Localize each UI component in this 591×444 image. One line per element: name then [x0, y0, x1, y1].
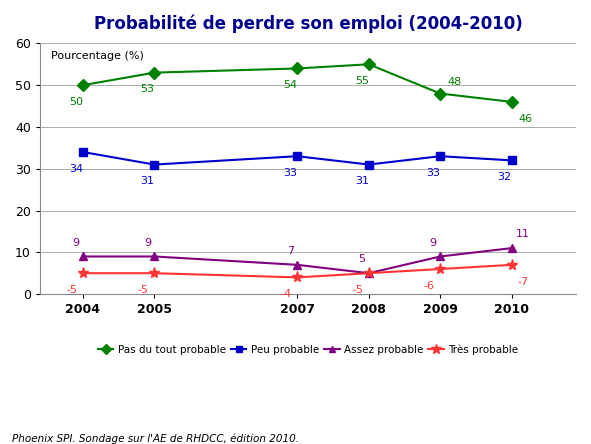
Text: 33: 33	[283, 168, 297, 178]
Text: 33: 33	[426, 168, 440, 178]
Text: 9: 9	[144, 238, 151, 248]
Text: 11: 11	[516, 229, 530, 239]
Text: Pourcentage (%): Pourcentage (%)	[51, 51, 144, 61]
Legend: Pas du tout probable, Peu probable, Assez probable, Très probable: Pas du tout probable, Peu probable, Asse…	[93, 340, 522, 359]
Text: 5: 5	[358, 254, 365, 264]
Text: 50: 50	[69, 97, 83, 107]
Text: -7: -7	[517, 277, 528, 286]
Text: 31: 31	[141, 176, 154, 186]
Text: 7: 7	[287, 246, 294, 256]
Text: 9: 9	[430, 238, 437, 248]
Text: 53: 53	[141, 84, 154, 94]
Text: 55: 55	[355, 76, 369, 86]
Text: -5: -5	[138, 285, 149, 295]
Text: 46: 46	[518, 114, 532, 123]
Text: 32: 32	[498, 172, 512, 182]
Text: -4: -4	[281, 289, 292, 299]
Text: 31: 31	[355, 176, 369, 186]
Text: 54: 54	[283, 80, 297, 90]
Text: Phoenix SPI. Sondage sur l'AE de RHDCC, édition 2010.: Phoenix SPI. Sondage sur l'AE de RHDCC, …	[12, 433, 299, 444]
Text: 34: 34	[69, 164, 83, 174]
Text: 9: 9	[73, 238, 80, 248]
Title: Probabilité de perdre son emploi (2004-2010): Probabilité de perdre son emploi (2004-2…	[93, 15, 522, 33]
Text: 48: 48	[447, 77, 461, 87]
Text: -5: -5	[66, 285, 77, 295]
Text: -5: -5	[352, 285, 363, 295]
Text: -6: -6	[424, 281, 434, 291]
